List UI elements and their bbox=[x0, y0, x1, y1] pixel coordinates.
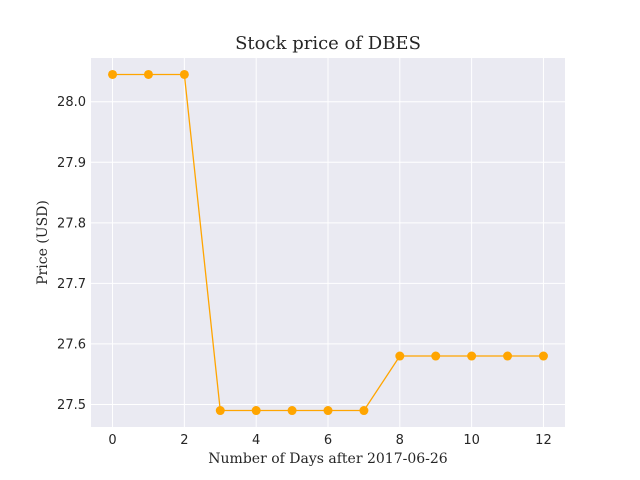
x-tick-label: 0 bbox=[108, 433, 116, 448]
data-point bbox=[179, 69, 189, 79]
x-axis-label: Number of Days after 2017-06-26 bbox=[208, 451, 448, 467]
chart-title: Stock price of DBES bbox=[235, 33, 421, 54]
data-point bbox=[431, 351, 441, 361]
data-point bbox=[215, 406, 225, 416]
data-point bbox=[251, 406, 261, 416]
tick-labels: 0 2 4 6 8 10 12 27.5 27.6 27.7 27.8 27.9 28.0 bbox=[57, 95, 552, 448]
y-tick-label: 27.8 bbox=[57, 216, 86, 231]
x-tick-label: 12 bbox=[535, 433, 552, 448]
data-point bbox=[503, 351, 513, 361]
data-point bbox=[287, 406, 297, 416]
data-point bbox=[359, 406, 369, 416]
x-tick-label: 8 bbox=[396, 433, 404, 448]
y-tick-label: 27.7 bbox=[57, 277, 86, 292]
data-point bbox=[323, 406, 333, 416]
series-layer bbox=[108, 69, 548, 416]
data-point bbox=[108, 69, 118, 79]
y-tick-label: 27.9 bbox=[57, 156, 86, 171]
y-tick-label: 28.0 bbox=[57, 95, 86, 110]
x-tick-label: 6 bbox=[324, 433, 332, 448]
y-tick-label: 27.5 bbox=[57, 398, 86, 413]
y-tick-label: 27.6 bbox=[57, 337, 86, 352]
x-tick-label: 4 bbox=[252, 433, 260, 448]
x-tick-label: 2 bbox=[180, 433, 188, 448]
data-point bbox=[467, 351, 477, 361]
grid-lines bbox=[91, 58, 565, 427]
data-point bbox=[395, 351, 405, 361]
data-point bbox=[143, 69, 153, 79]
y-axis-label: Price (USD) bbox=[35, 200, 51, 285]
data-point bbox=[538, 351, 548, 361]
x-tick-label: 10 bbox=[463, 433, 480, 448]
